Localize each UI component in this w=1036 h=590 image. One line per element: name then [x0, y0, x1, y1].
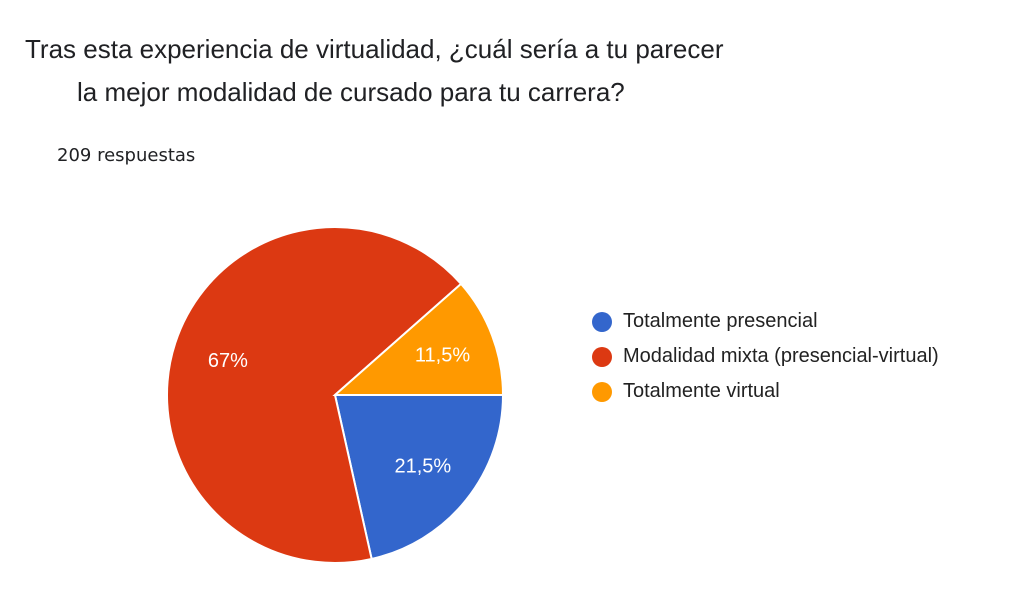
legend-label: Totalmente presencial: [623, 310, 818, 332]
pie-slice[interactable]: [166, 226, 463, 564]
legend-item[interactable]: Modalidad mixta (presencial-virtual): [592, 339, 939, 374]
data-label: 21,5%: [394, 455, 451, 477]
legend-swatch-icon: [592, 346, 612, 367]
response-count: 209 respuestas: [57, 145, 196, 166]
legend-label: Modalidad mixta (presencial-virtual): [623, 345, 939, 367]
data-label: 67%: [208, 350, 248, 372]
legend-item[interactable]: Totalmente virtual: [592, 374, 939, 409]
legend-label: Totalmente virtual: [623, 380, 780, 402]
chart-title-line-1: Tras esta experiencia de virtualidad, ¿c…: [25, 34, 724, 64]
chart-title-line-2: la mejor modalidad de cursado para tu ca…: [77, 77, 625, 107]
data-label: 11,5%: [415, 345, 470, 367]
legend-swatch-icon: [592, 381, 612, 402]
legend-item[interactable]: Totalmente presencial: [592, 304, 939, 339]
legend: Totalmente presencial Modalidad mixta (p…: [592, 304, 939, 409]
pie-slice[interactable]: [332, 282, 505, 396]
legend-swatch-icon: [592, 311, 612, 332]
pie-slice[interactable]: [333, 394, 505, 561]
